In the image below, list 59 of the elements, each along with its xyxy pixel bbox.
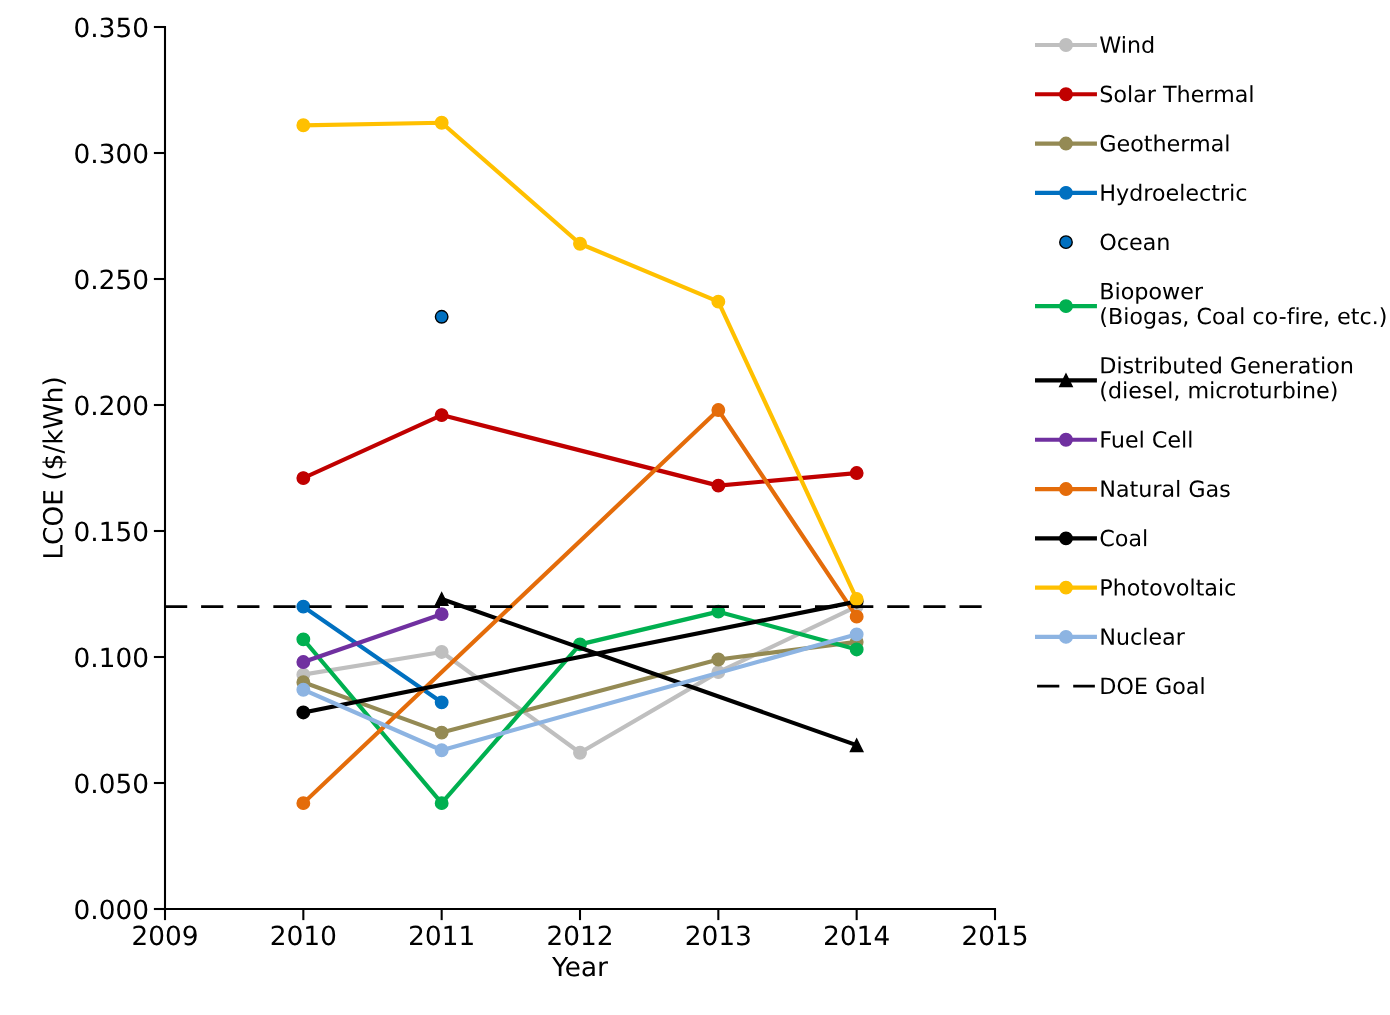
point — [434, 408, 449, 423]
point — [296, 599, 311, 614]
legend-label: Distributed Generation (diesel, microturbine) — [1101, 356, 1353, 402]
point — [296, 118, 311, 133]
legend-label: DOE Goal — [1101, 677, 1204, 695]
legend-label: Wind — [1100, 35, 1154, 54]
point — [711, 652, 726, 667]
y-tick-label: 0.100 — [75, 647, 148, 668]
point — [296, 796, 311, 811]
x-tick-label: 2015 — [963, 925, 1027, 946]
legend-label: Coal — [1100, 529, 1147, 547]
point — [434, 592, 449, 606]
legend-label: Hydroelectric — [1101, 183, 1247, 206]
y-tick-label: 0.000 — [75, 899, 148, 920]
point — [849, 627, 864, 642]
point — [711, 403, 726, 417]
legend-label: Biopower (Biogas, Coal co-fire, etc.) — [1101, 282, 1386, 329]
legend-label: Photovoltaic — [1101, 578, 1235, 596]
y-tick-label: 0.250 — [75, 269, 148, 290]
legend-label: Geothermal — [1100, 134, 1229, 152]
point — [434, 309, 449, 324]
y-tick-label: 0.200 — [75, 395, 148, 416]
y-tick-label: 0.300 — [75, 143, 148, 164]
point — [434, 725, 449, 740]
x-tick-label: 2012 — [548, 925, 611, 946]
x-tick-label: 2010 — [271, 925, 336, 946]
x-tick-label: 2011 — [410, 925, 473, 946]
point — [849, 466, 864, 480]
point — [711, 478, 726, 493]
x-tick-label: 2014 — [825, 925, 889, 946]
x-tick-label: 2013 — [686, 925, 750, 946]
point — [434, 743, 449, 758]
legend-label: Nuclear — [1101, 627, 1185, 645]
legend-label: Natural Gas — [1101, 479, 1230, 498]
point — [434, 645, 449, 659]
x-tick-label: 2009 — [133, 925, 197, 946]
point — [573, 745, 587, 760]
legend-label: Solar Thermal — [1100, 85, 1253, 103]
point — [296, 682, 311, 697]
point — [849, 609, 864, 624]
y-tick-label: 0.150 — [75, 521, 148, 542]
x-axis-title: Year — [552, 956, 608, 977]
point — [711, 294, 726, 309]
point — [849, 642, 864, 657]
point — [434, 115, 449, 130]
point — [849, 738, 864, 753]
y-axis-title: LCOE ($/kWh) — [42, 378, 67, 558]
point — [434, 695, 449, 710]
y-tick-label: 0.050 — [75, 773, 148, 794]
point — [296, 655, 311, 669]
legend-label: Ocean — [1100, 233, 1169, 251]
point — [434, 796, 449, 811]
legend-label: Fuel Cell — [1101, 430, 1192, 448]
y-tick-label: 0.350 — [75, 17, 148, 38]
point — [296, 705, 311, 720]
point — [296, 632, 311, 647]
point — [296, 471, 311, 486]
point — [434, 607, 449, 622]
point — [573, 236, 587, 251]
